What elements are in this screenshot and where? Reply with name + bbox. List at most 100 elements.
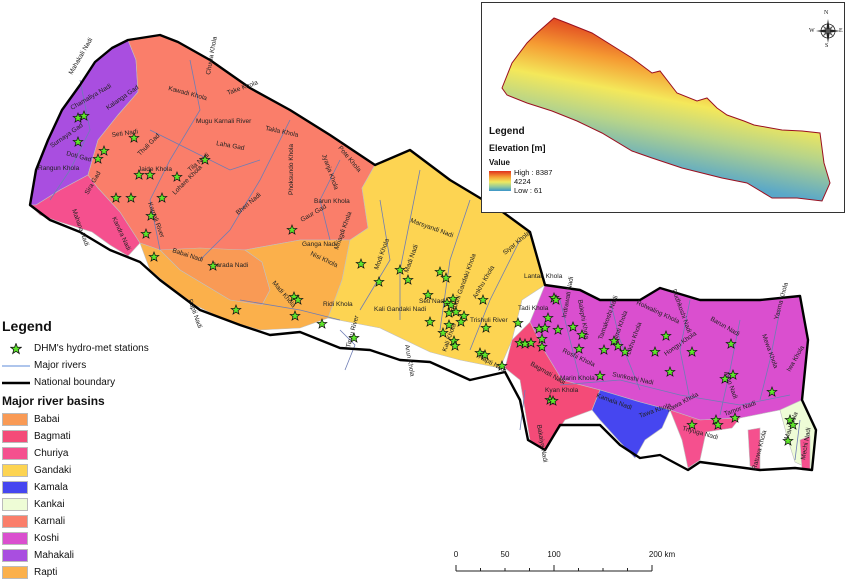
station-star-icon	[373, 276, 385, 287]
station-star-icon	[608, 335, 620, 346]
river-line	[239, 299, 341, 321]
station-star-icon	[525, 337, 537, 348]
station-star-icon	[348, 332, 360, 343]
station-star-icon	[619, 346, 631, 357]
station-star-icon	[72, 136, 84, 147]
station-star-icon	[140, 228, 152, 239]
basin-swatch	[2, 413, 28, 426]
basin-kamala	[591, 389, 671, 459]
scale-bar: 0 50 100 200 km	[440, 548, 700, 578]
scale-tick-0: 0	[453, 550, 459, 559]
station-star-icon	[450, 306, 462, 317]
basin-swatch	[2, 549, 28, 562]
station-star-icon	[443, 319, 455, 330]
station-star-icon	[98, 145, 110, 156]
station-star-icon	[477, 294, 489, 305]
river-label: Ridi Khola	[323, 301, 353, 308]
station-star-icon	[424, 316, 436, 327]
station-star-icon	[207, 260, 219, 271]
elevation-nepal-shape	[501, 17, 831, 202]
basin-swatch	[2, 515, 28, 528]
station-star-icon	[458, 310, 470, 321]
elevation-map	[489, 17, 840, 202]
station-star-icon	[660, 330, 672, 341]
river-line	[149, 129, 261, 171]
basin-swatch	[2, 566, 28, 579]
legend-basin-bagmati: Bagmati	[2, 428, 192, 445]
station-star-icon	[437, 327, 449, 338]
basin-bagmati	[504, 321, 601, 451]
river-line	[759, 309, 781, 401]
station-star-icon	[712, 419, 724, 430]
map-legend: Legend DHM's hydro-met stations Major ri…	[2, 318, 192, 581]
scale-tick-50: 50	[500, 550, 510, 559]
station-star-icon	[787, 419, 799, 430]
basin-swatch	[2, 532, 28, 545]
river-label: Seti Nadi	[111, 128, 138, 139]
station-star-icon	[686, 346, 698, 357]
station-star-icon	[125, 192, 137, 203]
station-star-icon	[78, 110, 90, 121]
station-star-icon	[440, 272, 452, 283]
basin-legend-list: Babai Bagmati Churiya Gandaki Kamala Kankai Ka…	[2, 411, 192, 581]
station-star-icon	[573, 343, 585, 354]
station-star-icon	[286, 224, 298, 235]
inset-value-label: Value	[489, 158, 510, 167]
station-star-icon	[110, 192, 122, 203]
legend-basin-koshi: Koshi	[2, 530, 192, 547]
inset-high: High : 8387	[514, 168, 553, 177]
basin-label: Kamala	[34, 482, 68, 493]
river-label: Ganga Nadi	[302, 241, 337, 248]
station-star-icon	[230, 304, 242, 315]
elevation-color-ramp	[489, 171, 511, 191]
basin-label: Koshi	[34, 533, 60, 544]
river-line-icon	[2, 364, 30, 368]
station-star-icon	[156, 192, 168, 203]
basin-label: Bagmati	[34, 431, 71, 442]
basins-title: Major river basins	[2, 394, 105, 408]
river-line	[794, 419, 801, 461]
station-star-icon	[766, 386, 778, 397]
station-star-icon	[474, 347, 486, 358]
basin-label: Kankai	[34, 499, 65, 510]
station-star-icon	[148, 251, 160, 262]
river-line	[559, 379, 791, 406]
station-star-icon	[729, 412, 741, 423]
river-label: Lantan Khola	[524, 273, 563, 280]
station-star-icon	[145, 210, 157, 221]
station-star-icon	[92, 153, 104, 164]
river-label: Marin Khola	[560, 375, 595, 382]
station-star-icon	[447, 293, 459, 304]
basin-label: Mahakali	[34, 550, 75, 561]
station-star-icon	[289, 310, 301, 321]
station-star-icon	[133, 169, 145, 180]
station-star-icon	[686, 419, 698, 430]
compass-s: S	[825, 43, 829, 49]
station-star-icon	[144, 169, 156, 180]
compass-w: W	[809, 28, 815, 34]
legend-title: Legend	[2, 318, 52, 334]
station-star-icon	[550, 294, 562, 305]
basin-swatch	[2, 430, 28, 443]
station-star-icon	[496, 360, 508, 371]
station-star-icon	[199, 154, 211, 165]
river-line	[439, 199, 471, 331]
basin-swatch	[2, 464, 28, 477]
station-star-icon	[576, 329, 588, 340]
river-line	[359, 199, 391, 311]
elevation-inset-map: N S E W Legend Elevation [m] Value High …	[481, 2, 845, 213]
star-icon	[2, 342, 30, 355]
national-boundary	[28, 33, 818, 472]
legend-item-boundary: National boundary	[2, 374, 192, 391]
legend-item-stations: DHM's hydro-met stations	[2, 340, 192, 357]
river-line	[609, 299, 641, 391]
legend-basin-kankai: Kankai	[2, 496, 192, 513]
station-star-icon	[171, 171, 183, 182]
station-star-icon	[784, 414, 796, 425]
river-line	[339, 329, 356, 371]
legend-basin-babai: Babai	[2, 411, 192, 428]
station-star-icon	[480, 322, 492, 333]
basin-label: Gandaki	[34, 465, 72, 476]
station-star-icon	[449, 340, 461, 351]
station-star-icon	[394, 264, 406, 275]
